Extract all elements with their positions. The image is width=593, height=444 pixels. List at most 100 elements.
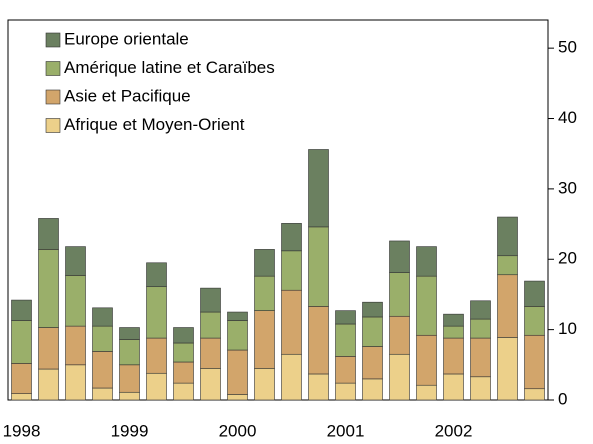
legend-swatch — [45, 61, 61, 76]
bar-segment — [11, 320, 32, 364]
x-tick-label: 2000 — [219, 421, 257, 439]
bar-segment — [362, 378, 383, 401]
bar-segment — [335, 382, 356, 401]
bar-segment — [362, 301, 383, 318]
bar-segment — [254, 275, 275, 311]
bar-segment — [389, 353, 410, 401]
bar-segment — [497, 255, 518, 276]
bar-segment — [335, 323, 356, 357]
bar-segment — [308, 149, 329, 228]
bar-segment — [119, 339, 140, 366]
bar-segment — [119, 364, 140, 393]
bar-segment — [497, 274, 518, 338]
legend-swatch — [45, 89, 61, 105]
y-tick-label: 10 — [558, 319, 577, 338]
bar-segment — [443, 313, 464, 327]
bar-segment — [416, 246, 437, 277]
bar-segment — [335, 356, 356, 384]
bar-segment — [227, 349, 248, 395]
legend-label: Amérique latine et Caraïbes — [64, 58, 275, 77]
bar-segment — [470, 300, 491, 320]
bar-segment — [281, 289, 302, 355]
bar-segment — [497, 216, 518, 257]
bar-segment — [443, 373, 464, 401]
bar-segment — [92, 351, 113, 389]
bar-segment — [65, 325, 86, 366]
bar-segment — [92, 387, 113, 401]
bar-segment — [389, 240, 410, 273]
bar-segment — [119, 327, 140, 340]
bar-segment — [416, 334, 437, 386]
bar-segment — [362, 316, 383, 347]
bar-segment — [146, 372, 167, 401]
bar-segment — [92, 325, 113, 352]
bar-segment — [65, 246, 86, 276]
bar-segment — [308, 226, 329, 307]
bar-segment — [200, 368, 221, 401]
bar-segment — [173, 327, 194, 344]
bar-segment — [308, 373, 329, 401]
bar-segment — [146, 262, 167, 288]
legend-label: Afrique et Moyen-Orient — [64, 115, 245, 134]
bar-segment — [443, 325, 464, 339]
bar-segment — [524, 306, 545, 336]
bar-segment — [65, 275, 86, 327]
bar-segment — [173, 361, 194, 384]
bar-segment — [11, 363, 32, 394]
legend-label: Asie et Pacifique — [64, 86, 191, 105]
legend-swatch — [45, 118, 61, 133]
bar-segment — [92, 307, 113, 327]
plot-area — [7, 19, 549, 401]
bar-segment — [443, 337, 464, 375]
bar-segment — [227, 394, 248, 401]
bar-segment — [38, 218, 59, 250]
bar-segment — [470, 337, 491, 378]
bar-segment — [281, 223, 302, 252]
bar-segment — [281, 353, 302, 401]
bar-segment — [11, 393, 32, 401]
bar-segment — [524, 280, 545, 307]
legend-label: Europe orientale — [64, 29, 189, 48]
bar-segment — [389, 315, 410, 355]
bar-segment — [416, 384, 437, 401]
bar-segment — [38, 368, 59, 401]
bar-segment — [389, 272, 410, 317]
bar-segment — [200, 311, 221, 339]
bar-segment — [254, 249, 275, 277]
bar-segment — [146, 337, 167, 374]
bar-segment — [524, 388, 545, 401]
bar-segment — [38, 327, 59, 370]
bar-segment — [173, 342, 194, 363]
bar-segment — [308, 306, 329, 375]
bar-segment — [470, 318, 491, 339]
legend-swatch — [45, 32, 61, 48]
bar-segment — [173, 382, 194, 401]
y-tick-label: 50 — [558, 38, 577, 57]
bar-segment — [254, 310, 275, 369]
bar-segment — [362, 346, 383, 380]
x-tick-label: 1999 — [111, 421, 149, 439]
bar-segment — [335, 310, 356, 325]
bar-segment — [38, 249, 59, 328]
bar-segment — [119, 391, 140, 401]
bar-segment — [227, 311, 248, 321]
y-tick-label: 30 — [558, 178, 577, 197]
bar-segment — [281, 250, 302, 291]
x-tick-label: 1998 — [3, 421, 41, 439]
bar-segment — [65, 364, 86, 401]
bar-segment — [11, 299, 32, 321]
x-tick-label: 2002 — [435, 421, 473, 439]
bar-segment — [416, 275, 437, 336]
bar-segment — [200, 287, 221, 313]
bar-segment — [497, 337, 518, 401]
bar-segment — [470, 376, 491, 401]
y-tick-label: 0 — [558, 389, 567, 408]
bar-segment — [200, 337, 221, 369]
bar-segment — [146, 286, 167, 339]
y-tick-label: 40 — [558, 108, 577, 127]
bar-segment — [227, 320, 248, 351]
bar-segment — [524, 334, 545, 390]
y-tick-label: 20 — [558, 249, 577, 268]
